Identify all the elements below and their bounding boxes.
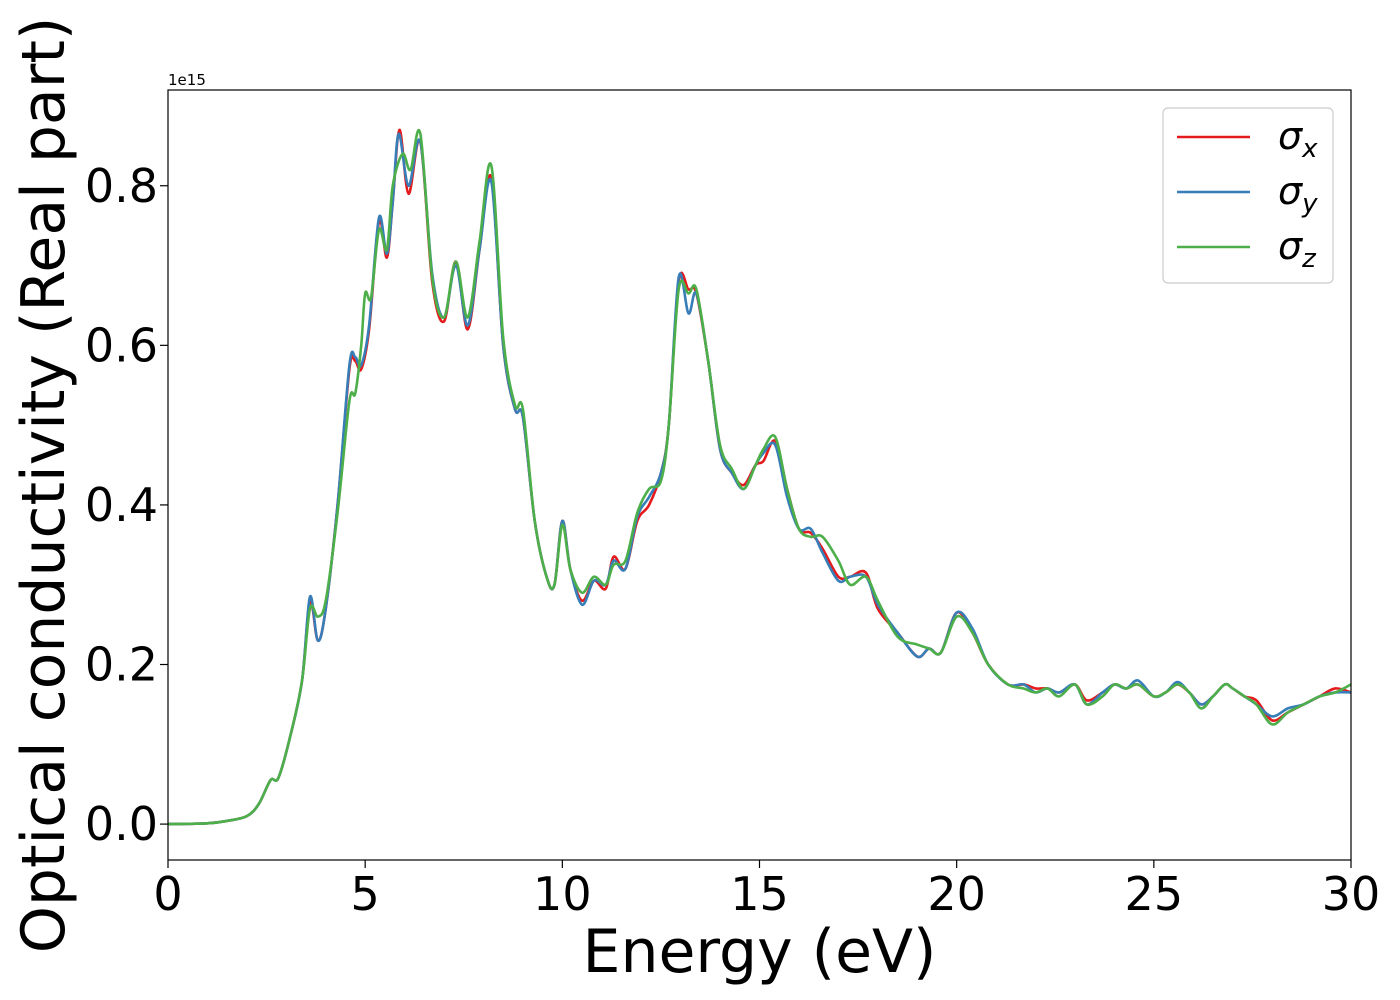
- y-tick-label: 0.4: [85, 478, 158, 532]
- legend-item-x: σx: [1177, 114, 1318, 164]
- legend-label: σx: [1278, 114, 1318, 164]
- legend-item-y: σy: [1177, 169, 1318, 219]
- y-tick-label: 0.2: [85, 638, 158, 692]
- y-axis: 0.0 0.2 0.4 0.6 0.8: [85, 159, 168, 851]
- x-tick-label: 5: [351, 867, 380, 921]
- legend-item-z: σz: [1177, 224, 1317, 274]
- y-tick-label: 0.8: [85, 159, 158, 213]
- x-axis-title: Energy (eV): [583, 917, 937, 987]
- y-tick-label: 0.0: [85, 797, 158, 851]
- x-tick-label: 20: [927, 867, 986, 921]
- x-axis: 0 5 10 15 20 25 30: [153, 860, 1380, 921]
- y-offset-text: 1e15: [168, 71, 206, 89]
- y-tick-label: 0.6: [85, 318, 158, 372]
- x-tick-label: 30: [1322, 867, 1381, 921]
- legend-box: [1162, 107, 1334, 284]
- x-tick-label: 10: [533, 867, 592, 921]
- x-tick-label: 15: [730, 867, 789, 921]
- legend-label: σy: [1278, 169, 1318, 219]
- series-line-z: [168, 128, 1351, 826]
- legend-label: σz: [1278, 224, 1317, 274]
- x-tick-label: 25: [1125, 867, 1184, 921]
- plot-area: [168, 128, 1351, 826]
- y-axis-title: Optical conductivity (Real part): [9, 17, 79, 954]
- x-tick-label: 0: [153, 867, 182, 921]
